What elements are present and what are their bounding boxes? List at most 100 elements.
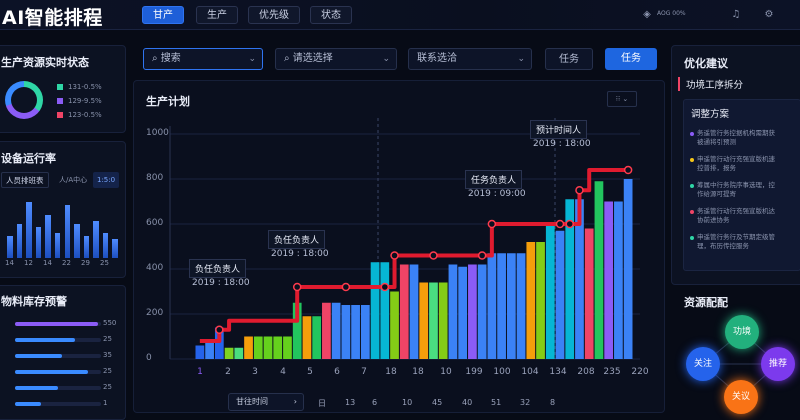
inventory-row: 1 xyxy=(15,399,123,409)
chart-bar xyxy=(322,302,331,359)
resource-node[interactable]: 推荐 xyxy=(761,347,795,381)
inventory-bar-fill xyxy=(15,322,98,326)
task-button[interactable]: 任务 xyxy=(545,48,593,70)
chart-bar xyxy=(224,347,234,359)
schedule-marker xyxy=(429,251,438,260)
chart-bar xyxy=(594,181,604,359)
suggestion-title: 调整方案 xyxy=(691,109,730,120)
equipment-bar xyxy=(16,223,23,258)
x-tick-label: 6 xyxy=(334,367,340,377)
pager-item[interactable]: 51 xyxy=(491,398,502,407)
inventory-bar-track xyxy=(15,322,101,326)
equipment-bar xyxy=(35,227,42,258)
filter-center[interactable]: 人/A中心 xyxy=(59,176,88,184)
optimization-panel: 优化建议 功境工序拆分 调整方案 xyxy=(671,45,800,285)
chart-bar xyxy=(438,282,448,359)
chart-bar xyxy=(614,201,623,359)
chart-title: 生产计划 xyxy=(146,95,190,108)
schedule-marker xyxy=(575,186,584,195)
chart-bar xyxy=(302,316,312,359)
pager-item[interactable]: 日 xyxy=(318,399,326,408)
top-bar: AI智能排程 甘产 生产 优先级 状态 ◈ AOG 00% ♫ ⚙ xyxy=(0,0,800,30)
filter-staff[interactable]: 人员排班表 xyxy=(1,172,49,188)
pager-item[interactable]: 32 xyxy=(520,398,531,407)
optimization-subtitle: 功境工序拆分 xyxy=(686,80,744,91)
pager-item[interactable]: 10 xyxy=(402,398,413,407)
pager-item[interactable]: 13 xyxy=(345,398,356,407)
x-tick-label: 208 xyxy=(577,367,595,377)
chart-bar xyxy=(468,264,477,359)
resource-status-panel: 生产资源实时状态 131-0.5% 129-9.5% 123-0.5% xyxy=(0,45,126,133)
inventory-bar-fill xyxy=(15,354,63,358)
pager-item[interactable]: 40 xyxy=(462,398,473,407)
task-primary-button[interactable]: 任务 xyxy=(605,48,657,70)
legend-item: 129-9.5% xyxy=(57,97,102,105)
tab-gantt[interactable]: 甘产 xyxy=(142,6,184,24)
resource-node[interactable]: 关议 xyxy=(724,380,758,414)
filter-time[interactable]: 1:5:0 xyxy=(93,172,120,188)
y-tick-label: 600 xyxy=(146,218,164,228)
suggestion-item[interactable]: 筹属中行务院序事选理，控作给源可提寄 xyxy=(697,181,775,198)
suggestion-item[interactable]: 申遥管行务行及节期定级管理，布历传控服务 xyxy=(697,233,775,250)
chart-bar xyxy=(390,291,399,359)
equipment-bar xyxy=(26,202,32,258)
pager-item[interactable]: 8 xyxy=(550,398,556,407)
inventory-row: 550 xyxy=(15,319,123,329)
schedule-marker xyxy=(623,165,633,175)
chart-bar xyxy=(253,336,263,359)
equipment-bar-chart xyxy=(5,196,120,258)
x-tick-label: 1 xyxy=(197,367,203,377)
tab-status[interactable]: 状态 xyxy=(310,6,352,24)
bell-icon[interactable]: ♫ xyxy=(731,9,741,20)
annotation-label: 负任负责人 xyxy=(268,230,326,249)
chevron-down-icon: ⌄ xyxy=(382,54,390,64)
resource-node[interactable]: 功境 xyxy=(725,315,759,349)
chart-bar xyxy=(214,327,224,359)
contact-select[interactable]: 联系选洽 ⌄ xyxy=(408,48,532,70)
time-range-select[interactable]: 甘往时间 › xyxy=(228,393,304,411)
schedule-marker xyxy=(292,282,302,292)
equipment-x-axis: 14 12 14 22 29 25 xyxy=(5,259,120,269)
tab-production[interactable]: 生产 xyxy=(196,6,238,24)
user-info: AOG 00% xyxy=(657,10,686,17)
pager-item[interactable]: 45 xyxy=(432,398,443,407)
settings-icon[interactable]: ⚙ xyxy=(764,9,774,20)
schedule-marker xyxy=(555,219,565,229)
chart-bar xyxy=(536,242,545,359)
chart-bar xyxy=(477,264,487,359)
chart-bar xyxy=(487,253,497,359)
suggestion-item[interactable]: 务遥管行务控据机构需期获被通将引预测 xyxy=(697,129,775,146)
inventory-row: 25 xyxy=(15,383,123,393)
chart-bar xyxy=(409,264,419,359)
chart-bar xyxy=(565,199,575,359)
x-tick-label: 199 xyxy=(465,367,483,377)
filter-select[interactable]: ⌕ 请选选择 ⌄ xyxy=(275,48,397,70)
annotation-time: 2019 : 18:00 xyxy=(533,139,591,149)
x-tick-label: 100 xyxy=(493,367,511,377)
chart-options-dropdown[interactable]: ⁝⁝ ⌄ xyxy=(607,91,637,107)
equipment-x-label: 14 xyxy=(43,259,52,267)
x-tick-label: 2 xyxy=(225,367,231,377)
tab-priority[interactable]: 优先级 xyxy=(248,6,300,24)
x-tick-label: 235 xyxy=(603,367,621,377)
x-tick-label: 3 xyxy=(252,367,258,377)
schedule-marker xyxy=(341,282,351,292)
inventory-value: 25 xyxy=(103,335,112,343)
resource-node[interactable]: 关注 xyxy=(686,347,720,381)
chart-bar xyxy=(429,282,438,359)
chart-bar xyxy=(351,305,360,359)
pager-item[interactable]: 6 xyxy=(372,398,378,407)
suggestion-bullet xyxy=(690,210,694,214)
chart-bar xyxy=(331,302,341,359)
search-icon: ⌕ xyxy=(152,53,158,64)
optimization-title: 优化建议 xyxy=(684,57,728,70)
chart-bar xyxy=(370,262,380,359)
suggestion-item[interactable]: 务遥管行动行充强宣版机达协前进协务 xyxy=(697,207,775,224)
schedule-marker xyxy=(487,219,497,229)
x-tick-label: 18 xyxy=(412,367,424,377)
layers-icon[interactable]: ◈ xyxy=(643,9,651,20)
equipment-bar xyxy=(54,233,61,258)
search-input[interactable]: ⌕ 搜索 ⌄ xyxy=(143,48,263,70)
suggestion-item[interactable]: 申遥管行动行充强宣版机速控普排，报务 xyxy=(697,155,775,172)
equipment-x-label: 29 xyxy=(81,259,90,267)
